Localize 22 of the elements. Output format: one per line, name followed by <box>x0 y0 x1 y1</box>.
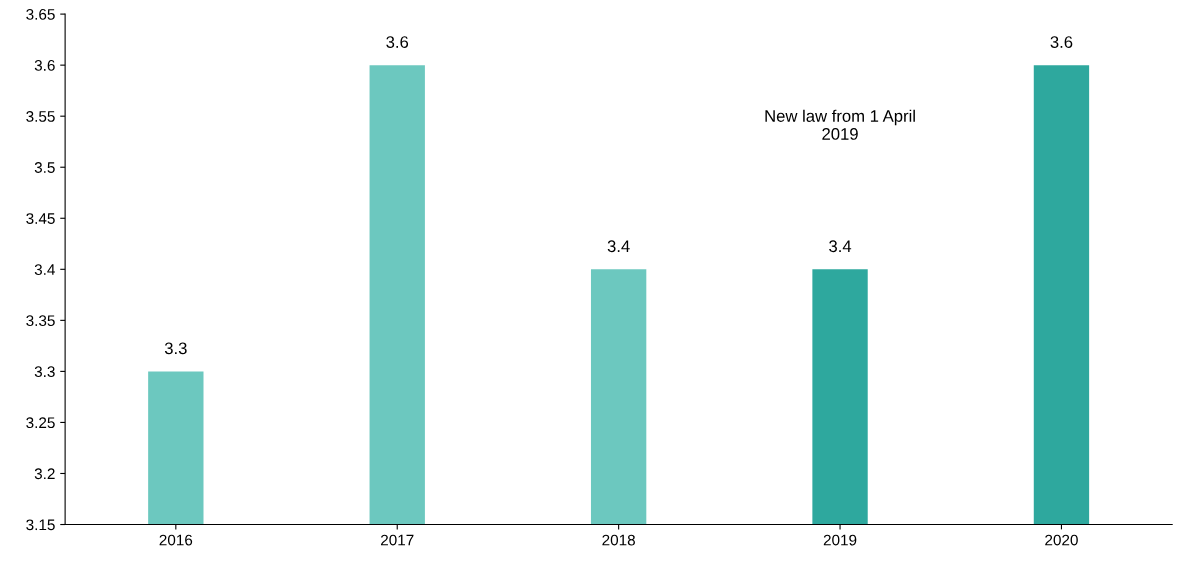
x-tick-label: 2016 <box>159 534 193 546</box>
y-tick-label: 3.6 <box>34 60 55 71</box>
y-tick-label: 3.4 <box>34 264 55 275</box>
annotation: New law from 1 April 2019 <box>765 109 915 140</box>
data-label: 3.4 <box>829 240 852 253</box>
data-label: 3.6 <box>386 36 409 48</box>
y-tick-label: 3.45 <box>26 213 55 224</box>
y-tick-label: 3.25 <box>26 417 55 429</box>
y-tick-label: 3.15 <box>26 519 55 531</box>
x-tick-label: 2019 <box>823 534 857 546</box>
y-tick-label: 3.65 <box>26 8 55 20</box>
y-tick-label: 3.5 <box>34 162 55 173</box>
y-tick-label: 3.55 <box>26 111 55 122</box>
data-label: 3.6 <box>1050 36 1073 48</box>
x-tick-label: 2020 <box>1045 534 1078 546</box>
y-tick-label: 3.3 <box>34 366 55 378</box>
y-tick-label: 3.2 <box>34 468 55 480</box>
data-label: 3.4 <box>607 240 630 253</box>
data-label: 3.3 <box>164 342 187 355</box>
y-tick-label: 3.35 <box>26 315 55 327</box>
x-tick-label: 2018 <box>602 534 635 546</box>
x-tick-label: 2017 <box>381 534 414 546</box>
